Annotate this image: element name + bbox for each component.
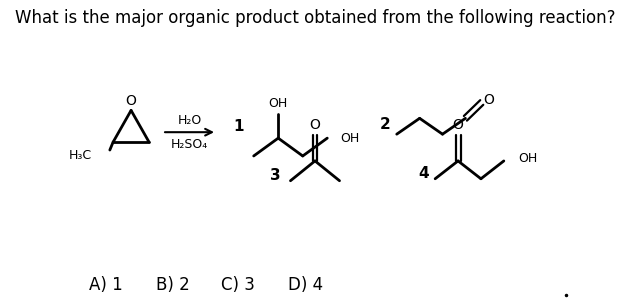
Text: A) 1: A) 1	[89, 276, 122, 294]
Text: H₃C: H₃C	[69, 149, 92, 162]
Text: O: O	[452, 118, 464, 132]
Text: O: O	[483, 93, 494, 107]
Text: 4: 4	[418, 166, 429, 181]
Text: H₂SO₄: H₂SO₄	[171, 138, 208, 151]
Text: D) 4: D) 4	[288, 276, 323, 294]
Text: C) 3: C) 3	[221, 276, 255, 294]
Text: OH: OH	[268, 97, 288, 110]
Text: What is the major organic product obtained from the following reaction?: What is the major organic product obtain…	[14, 9, 616, 27]
Text: 1: 1	[234, 119, 244, 134]
Text: 2: 2	[380, 117, 391, 132]
Text: O: O	[125, 95, 137, 108]
Text: 3: 3	[270, 168, 281, 183]
Text: O: O	[309, 118, 321, 132]
Text: B) 2: B) 2	[156, 276, 190, 294]
Text: OH: OH	[340, 132, 360, 145]
Text: H₂O: H₂O	[178, 114, 202, 127]
Text: OH: OH	[518, 152, 538, 166]
